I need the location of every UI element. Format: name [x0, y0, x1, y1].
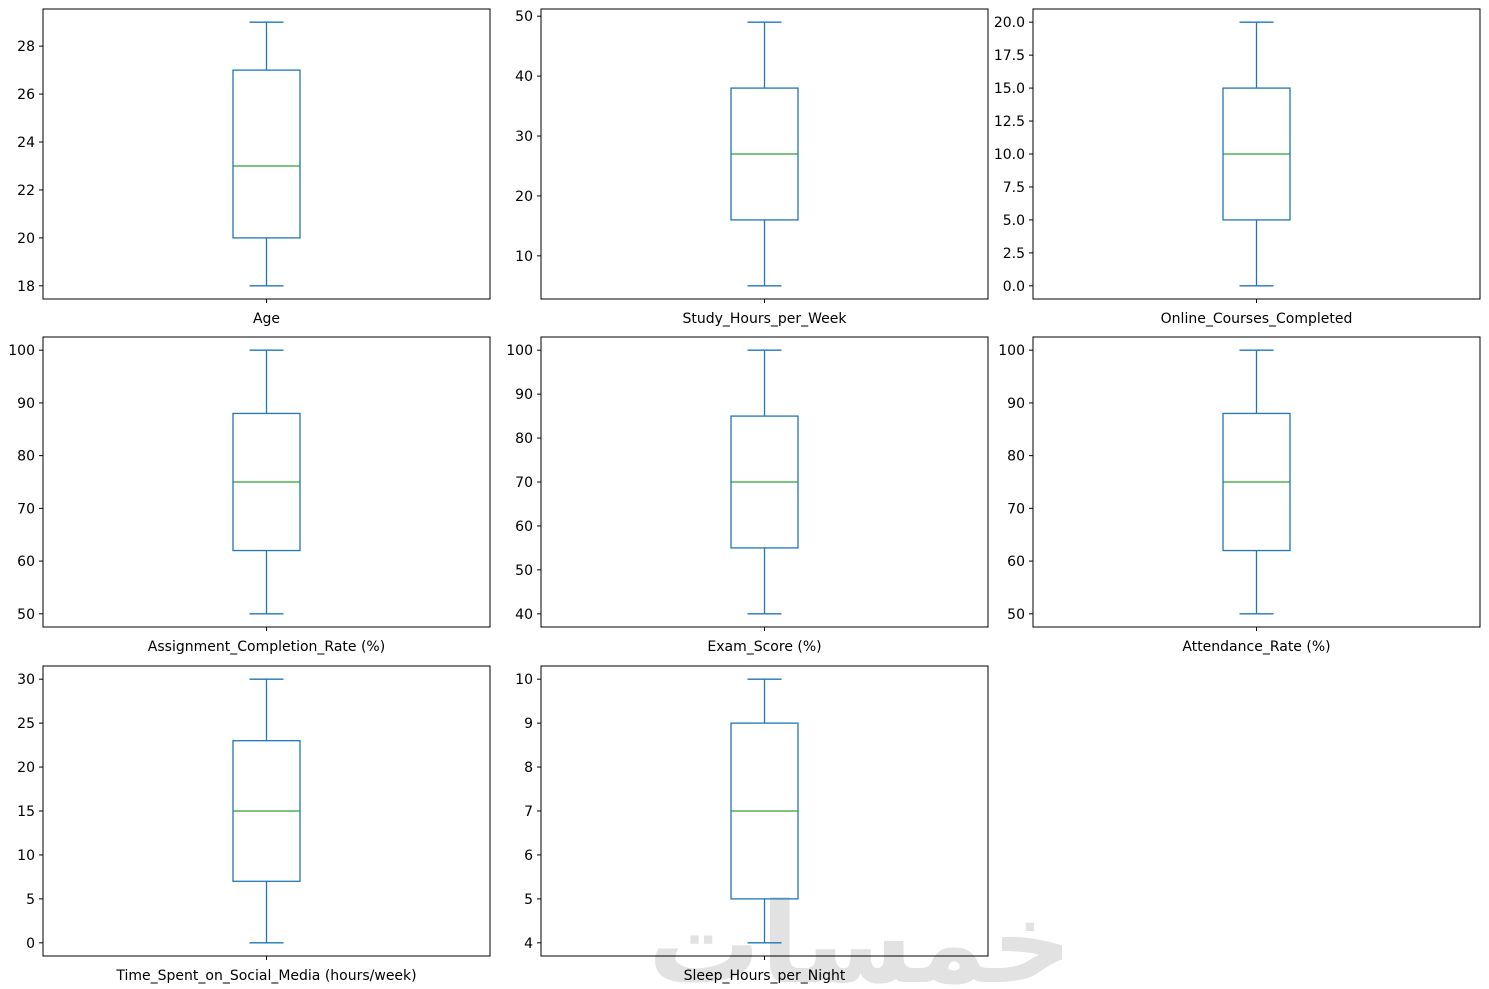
axes-frame: [540, 665, 989, 957]
y-tick-label: 50: [17, 607, 35, 623]
y-tick-label: 60: [17, 554, 35, 570]
y-tick-label: 60: [515, 519, 533, 535]
y-tick-label: 80: [17, 449, 35, 465]
subplot-online-courses-completed: 0.0 2.5 5.0 7.5 10.0 12.5 15.0 17.5 20.0 Online_C…: [968, 0, 1489, 345]
y-tick-label: 80: [515, 431, 533, 447]
y-tick-label: 70: [515, 475, 533, 491]
y-tick-label: 90: [515, 387, 533, 403]
y-tick-label: 18: [17, 279, 35, 295]
y-tick-label: 100: [506, 343, 533, 359]
y-tick-label: 9: [524, 716, 533, 732]
x-axis-label: Sleep_Hours_per_Night: [684, 968, 846, 984]
y-tick-label: 4: [524, 936, 533, 952]
y-tick-label: 26: [17, 87, 35, 103]
y-tick-label: 20.0: [994, 15, 1025, 31]
axes-frame: [1032, 336, 1481, 628]
axes-frame: [42, 336, 491, 628]
y-tick-label: 60: [1007, 554, 1025, 570]
y-tick-label: 5: [524, 892, 533, 908]
axes-frame: [42, 665, 491, 957]
y-tick-label: 8: [524, 760, 533, 776]
y-tick-label: 0.0: [1003, 279, 1025, 295]
y-tick-label: 70: [17, 501, 35, 517]
y-tick-label: 80: [1007, 449, 1025, 465]
subplot-exam-score: 40 50 60 70 80 90 100 Exam_Score (%): [476, 327, 998, 673]
subplot-time-spent-on-social-media-hours-week: 0 5 10 15 20 25 30 Time_Spent_on_Social_Media (…: [0, 656, 500, 989]
subplot-attendance-rate: 50 60 70 80 90 100 Attendance_Rate (%): [968, 327, 1489, 673]
y-tick-label: 100: [998, 343, 1025, 359]
y-tick-label: 10: [515, 672, 533, 688]
y-tick-label: 10: [17, 848, 35, 864]
x-axis-label: Online_Courses_Completed: [1161, 311, 1353, 327]
y-tick-label: 15: [17, 804, 35, 820]
x-axis-label: Age: [253, 311, 280, 327]
y-tick-label: 100: [8, 343, 35, 359]
subplot-study-hours-per-week: 10 20 30 40 50 Study_Hours_per_Week: [476, 0, 998, 345]
y-tick-label: 30: [515, 129, 533, 145]
x-axis-label: Exam_Score (%): [707, 639, 821, 655]
y-tick-label: 30: [17, 672, 35, 688]
y-tick-label: 40: [515, 69, 533, 85]
x-axis-label: Attendance_Rate (%): [1182, 639, 1330, 655]
y-tick-label: 25: [17, 716, 35, 732]
y-tick-label: 10.0: [994, 147, 1025, 163]
x-axis-label: Time_Spent_on_Social_Media (hours/week): [115, 968, 416, 984]
y-tick-label: 24: [17, 135, 35, 151]
y-tick-label: 5.0: [1003, 213, 1025, 229]
y-tick-label: 22: [17, 183, 35, 199]
y-tick-label: 50: [1007, 607, 1025, 623]
y-tick-label: 90: [17, 396, 35, 412]
x-axis-label: Study_Hours_per_Week: [682, 311, 847, 327]
y-tick-label: 40: [515, 607, 533, 623]
x-axis-label: Assignment_Completion_Rate (%): [148, 639, 385, 655]
y-tick-label: 12.5: [994, 114, 1025, 130]
y-tick-label: 5: [26, 892, 35, 908]
y-tick-label: 20: [515, 189, 533, 205]
y-tick-label: 15.0: [994, 81, 1025, 97]
y-tick-label: 28: [17, 39, 35, 55]
y-tick-label: 90: [1007, 396, 1025, 412]
axes-frame: [42, 8, 491, 300]
axes-frame: [540, 336, 989, 628]
y-tick-label: 17.5: [994, 48, 1025, 64]
y-tick-label: 0: [26, 936, 35, 952]
y-tick-label: 50: [515, 9, 533, 25]
axes-frame: [1032, 8, 1481, 300]
y-tick-label: 2.5: [1003, 246, 1025, 262]
y-tick-label: 70: [1007, 501, 1025, 517]
y-tick-label: 7.5: [1003, 180, 1025, 196]
y-tick-label: 10: [515, 249, 533, 265]
khamsat-watermark: خمسات: [648, 879, 1073, 989]
y-tick-label: 7: [524, 804, 533, 820]
y-tick-label: 20: [17, 760, 35, 776]
y-tick-label: 20: [17, 231, 35, 247]
iqr-box: [232, 69, 301, 239]
y-tick-label: 6: [524, 848, 533, 864]
subplot-assignment-completion-rate: 50 60 70 80 90 100 Assignment_Completion_Rate …: [0, 327, 500, 673]
axes-frame: [540, 8, 989, 300]
y-tick-label: 50: [515, 563, 533, 579]
subplot-age: 18 20 22 24 26 28 Age: [0, 0, 500, 345]
subplot-sleep-hours-per-night: 4 5 6 7 8 9 10 Sleep_Hours_per_Night: [476, 656, 998, 989]
